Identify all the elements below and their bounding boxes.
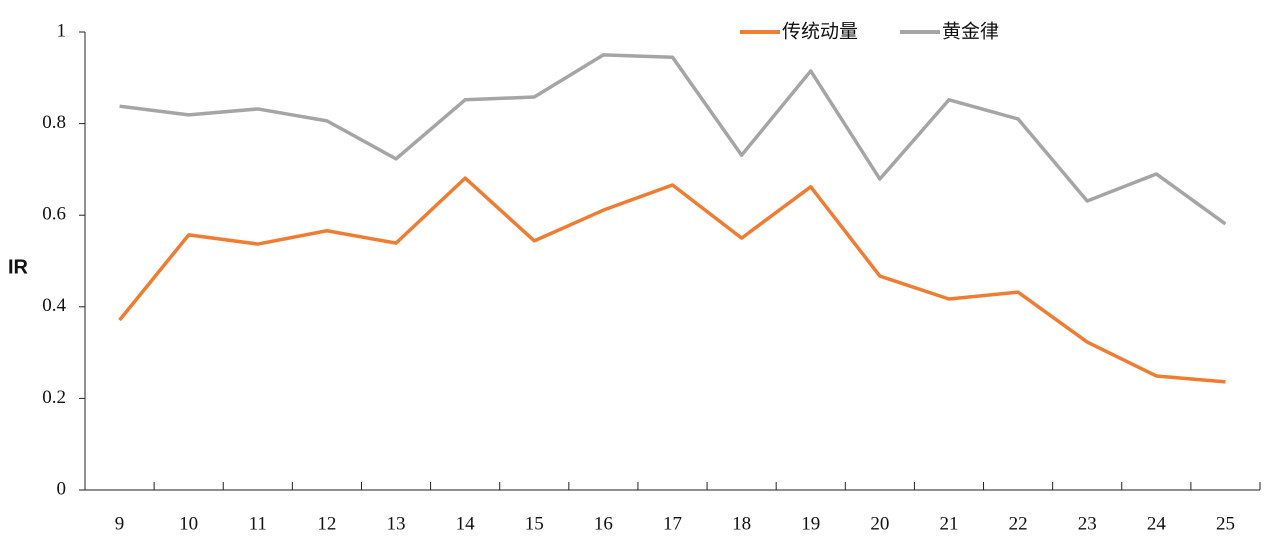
y-axis-label: IR <box>8 256 29 278</box>
x-tick-label: 22 <box>1009 513 1028 534</box>
x-tick-label: 19 <box>801 513 820 534</box>
x-tick-label: 17 <box>663 513 682 534</box>
x-tick-label: 11 <box>249 513 267 534</box>
x-tick-label: 20 <box>870 513 889 534</box>
x-tick-label: 10 <box>179 513 198 534</box>
y-tick-label: 0.6 <box>42 204 66 225</box>
x-tick-label: 12 <box>317 513 336 534</box>
legend-label: 传统动量 <box>782 21 858 43</box>
x-tick-label: 14 <box>456 513 476 534</box>
series-line <box>118 176 1226 384</box>
x-tick-label: 15 <box>525 513 544 534</box>
y-tick-label: 0.4 <box>42 295 66 316</box>
y-tick-label: 0.2 <box>42 387 66 408</box>
y-tick-label: 1 <box>57 20 67 41</box>
x-tick-label: 23 <box>1078 513 1097 534</box>
x-tick-label: 9 <box>115 513 125 534</box>
y-tick-label: 0 <box>57 478 67 499</box>
x-tick-label: 16 <box>594 513 613 534</box>
legend-label: 黄金律 <box>942 21 999 43</box>
x-tick-label: 24 <box>1147 513 1167 534</box>
x-tick-label: 13 <box>387 513 406 534</box>
y-tick-label: 0.8 <box>42 112 66 133</box>
x-tick-label: 25 <box>1216 513 1235 534</box>
x-tick-label: 18 <box>732 513 751 534</box>
series-line <box>119 53 1227 226</box>
x-tick-label: 21 <box>939 513 958 534</box>
